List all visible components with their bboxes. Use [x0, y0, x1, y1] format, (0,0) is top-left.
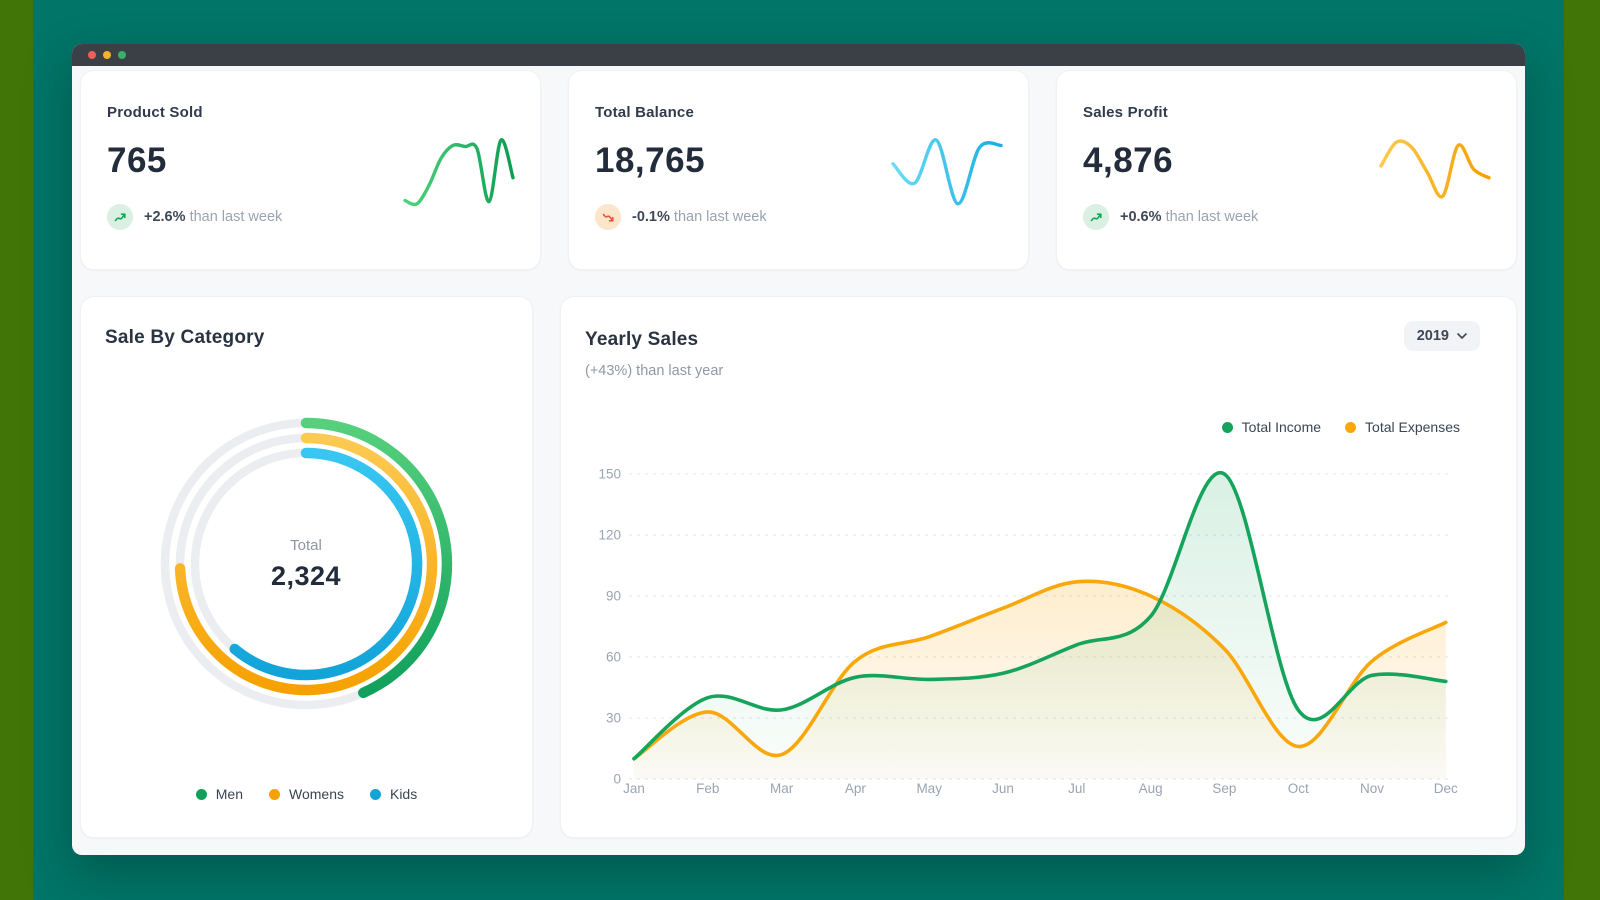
category-donut-chart: Total 2,324: [150, 408, 462, 720]
product-sold-sparkline: [403, 138, 515, 207]
womens-color-dot: [269, 788, 280, 800]
lower-cards-row: Sale By Category Total 2,324 Men: [80, 296, 1517, 838]
window-titlebar: [72, 44, 1525, 66]
minimize-window-button[interactable]: [103, 51, 111, 59]
trend-down-icon: [595, 204, 621, 230]
dashboard-content: Product Sold 765 +2.6% than last week To…: [72, 66, 1525, 855]
svg-text:Aug: Aug: [1139, 781, 1163, 796]
svg-text:May: May: [916, 781, 942, 796]
svg-text:Nov: Nov: [1360, 781, 1384, 796]
card-subtitle: (+43%) than last year: [585, 363, 724, 379]
svg-text:Apr: Apr: [845, 781, 867, 796]
svg-text:90: 90: [606, 589, 621, 604]
svg-text:Jul: Jul: [1068, 781, 1085, 796]
svg-text:Sep: Sep: [1212, 781, 1236, 796]
legend-item-kids[interactable]: Kids: [369, 786, 417, 802]
sales-profit-sparkline: [1379, 139, 1491, 199]
svg-text:30: 30: [606, 711, 621, 726]
svg-text:Feb: Feb: [696, 781, 719, 796]
stat-card-sales-profit: Sales Profit 4,876 +0.6% than last week: [1056, 70, 1517, 270]
svg-text:0: 0: [613, 772, 621, 787]
maximize-window-button[interactable]: [118, 51, 126, 59]
trend-up-icon: [107, 204, 133, 230]
stat-value: 4,876: [1083, 141, 1174, 180]
year-dropdown[interactable]: 2019: [1403, 321, 1480, 351]
svg-text:150: 150: [598, 467, 621, 482]
total-balance-sparkline: [891, 138, 1003, 206]
yearly-sales-card: Yearly Sales (+43%) than last year 2019 …: [560, 296, 1517, 838]
chevron-down-icon: [1457, 333, 1467, 339]
close-window-button[interactable]: [88, 51, 96, 59]
svg-text:Oct: Oct: [1288, 781, 1309, 796]
svg-text:Jan: Jan: [623, 781, 645, 796]
stat-value: 18,765: [595, 141, 706, 180]
total-income-color-dot: [1221, 421, 1233, 433]
stat-title: Product Sold: [107, 104, 203, 121]
year-dropdown-value: 2019: [1416, 328, 1449, 344]
svg-text:Jun: Jun: [992, 781, 1014, 796]
stat-card-product-sold: Product Sold 765 +2.6% than last week: [80, 70, 541, 270]
stat-delta-text: -0.1% than last week: [632, 209, 767, 225]
backdrop-right-stripe: [1564, 0, 1600, 900]
legend-item-total-income[interactable]: Total Income: [1221, 419, 1321, 435]
sale-by-category-card: Sale By Category Total 2,324 Men: [80, 296, 533, 838]
svg-text:120: 120: [598, 528, 621, 543]
card-title: Sale By Category: [105, 327, 265, 348]
stat-delta-text: +0.6% than last week: [1120, 209, 1259, 225]
total-expenses-color-dot: [1345, 421, 1357, 433]
men-color-dot: [195, 788, 207, 800]
stat-title: Total Balance: [595, 104, 695, 121]
trend-up-icon: [1083, 204, 1109, 230]
stat-cards-row: Product Sold 765 +2.6% than last week To…: [80, 70, 1517, 270]
svg-text:Dec: Dec: [1434, 781, 1458, 796]
svg-text:60: 60: [606, 650, 621, 665]
donut-legend: Men Womens Kids: [81, 786, 532, 802]
stat-delta-row: +2.6% than last week: [107, 204, 514, 230]
legend-item-womens[interactable]: Womens: [269, 786, 344, 802]
app-window: Product Sold 765 +2.6% than last week To…: [72, 44, 1525, 855]
stat-delta-row: +0.6% than last week: [1083, 204, 1490, 230]
card-title: Yearly Sales: [585, 329, 699, 350]
yearly-chart-legend: Total Income Total Expenses: [1221, 419, 1460, 435]
legend-item-men[interactable]: Men: [195, 786, 243, 802]
stat-value: 765: [107, 141, 167, 180]
svg-text:Mar: Mar: [770, 781, 794, 796]
legend-item-total-expenses[interactable]: Total Expenses: [1345, 419, 1460, 435]
stat-card-total-balance: Total Balance 18,765 -0.1% than last wee…: [568, 70, 1029, 270]
stat-title: Sales Profit: [1083, 104, 1168, 121]
stat-delta-row: -0.1% than last week: [595, 204, 1002, 230]
stat-delta-text: +2.6% than last week: [144, 209, 283, 225]
kids-color-dot: [369, 788, 381, 800]
backdrop-left-stripe: [0, 0, 33, 900]
